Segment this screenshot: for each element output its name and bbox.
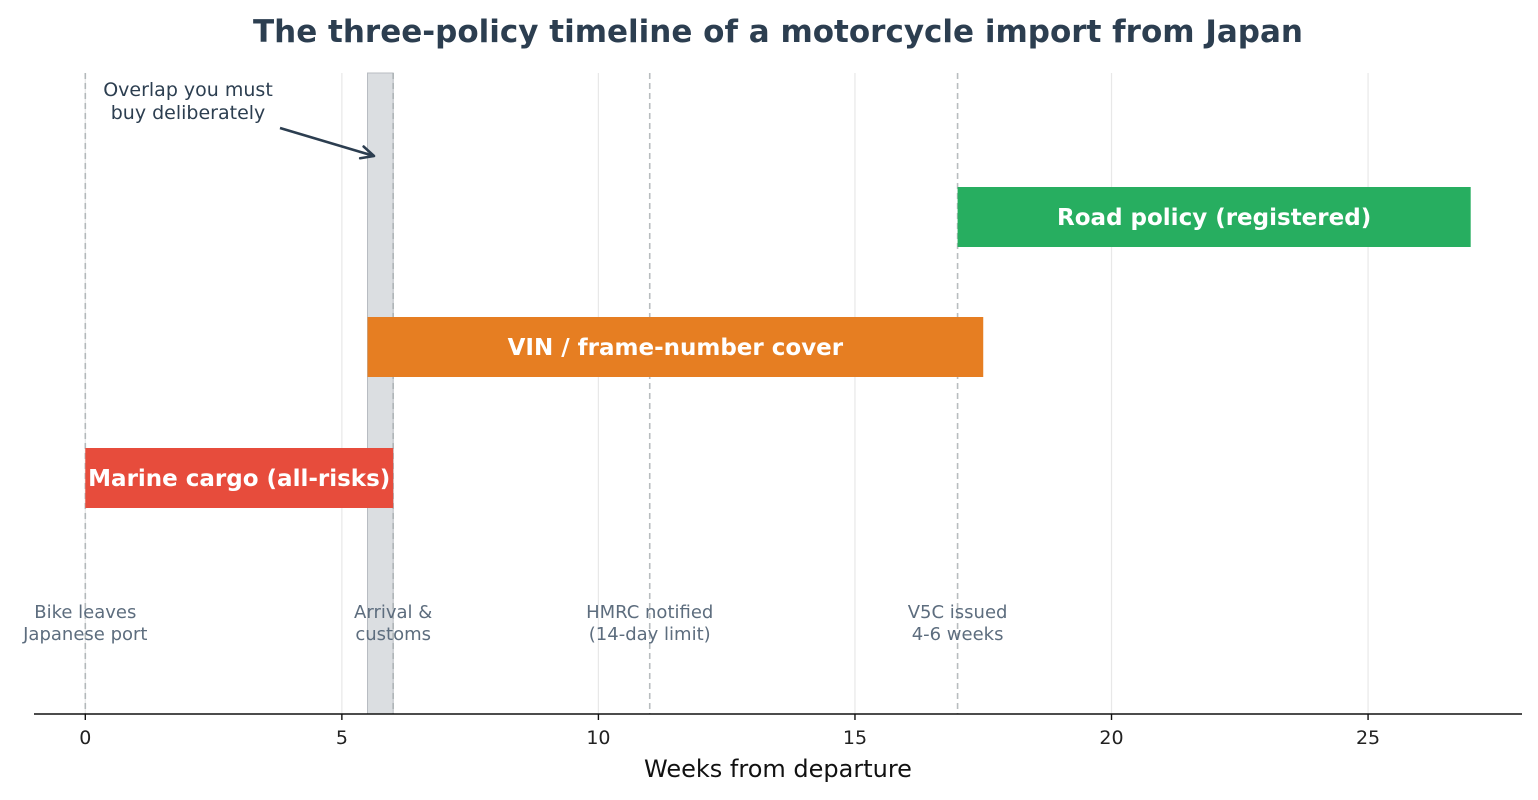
x-tick-label: 5 bbox=[336, 727, 348, 749]
annotation-arrow bbox=[279, 126, 375, 158]
milestone-label: HMRC notified (14-day limit) bbox=[586, 602, 713, 645]
x-tick-label: 15 bbox=[843, 727, 867, 749]
overlap-annotation: Overlap you must buy deliberately bbox=[103, 79, 273, 124]
bar bbox=[367, 317, 984, 377]
milestone-label: V5C issued 4-6 weeks bbox=[908, 602, 1008, 645]
bar-label: VIN / frame-number cover bbox=[508, 335, 844, 361]
x-axis: 0 5 10 15 20 25 bbox=[34, 713, 1522, 749]
grid-layer bbox=[84, 73, 1369, 714]
x-axis-label: Weeks from departure bbox=[644, 755, 912, 783]
annotation-layer: Overlap you must buy deliberately bbox=[103, 79, 376, 160]
x-tick-label: 25 bbox=[1356, 727, 1380, 749]
bar bbox=[957, 187, 1471, 247]
x-tick-label: 10 bbox=[586, 727, 610, 749]
bar-label: Marine cargo (all-risks) bbox=[88, 466, 390, 492]
x-tick-label: 0 bbox=[79, 727, 91, 749]
bar-layer: Marine cargo (all-risks) VIN / frame-numb… bbox=[85, 187, 1471, 508]
milestone-label: Bike leaves Japanese port bbox=[22, 602, 147, 645]
bar-label: Road policy (registered) bbox=[1057, 205, 1371, 231]
bar bbox=[85, 448, 394, 508]
annotation-arrowhead bbox=[358, 145, 376, 160]
chart-title: The three-policy timeline of a motorcycl… bbox=[253, 14, 1303, 50]
x-tick-label: 20 bbox=[1099, 727, 1123, 749]
milestone-label: Arrival & customs bbox=[354, 602, 432, 645]
milestone-layer: Bike leaves Japanese port Arrival & customs… bbox=[22, 73, 1007, 714]
